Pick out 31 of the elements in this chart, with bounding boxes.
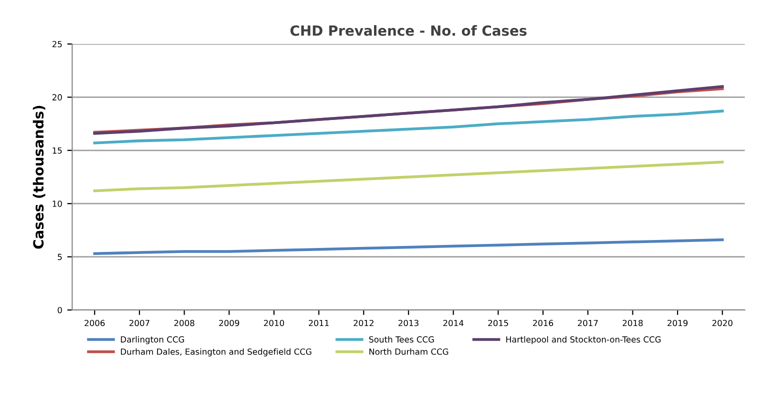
x-tick-label: 2018 bbox=[622, 320, 643, 326]
y-tick-label: 10 bbox=[52, 200, 62, 207]
x-tick-label: 2007 bbox=[129, 320, 150, 326]
y-tick-label: 25 bbox=[52, 40, 62, 48]
x-tick-label: 2012 bbox=[354, 320, 374, 326]
x-tick-label: 2019 bbox=[668, 320, 688, 326]
x-tick-label: 2020 bbox=[712, 320, 732, 326]
line-series bbox=[93, 110, 724, 144]
y-axis-title: Cases (thousands) bbox=[32, 106, 46, 249]
x-tick-label: 2009 bbox=[219, 320, 240, 326]
legend-label: South Tees CCG bbox=[369, 336, 434, 343]
x-tick-label: 2011 bbox=[308, 320, 329, 326]
line-series bbox=[93, 160, 724, 192]
legend-label: Durham Dales, Easington and Sedgefield CCG bbox=[120, 348, 312, 356]
legend-label: Darlington CCG bbox=[120, 336, 184, 344]
x-tick-label: 2017 bbox=[578, 320, 598, 326]
x-tick-label: 2014 bbox=[443, 320, 464, 326]
x-tick-label: 2016 bbox=[533, 320, 554, 326]
x-tick-label: 2013 bbox=[398, 320, 418, 326]
x-tick-label: 2006 bbox=[84, 320, 105, 326]
y-tick-label: 15 bbox=[52, 147, 62, 154]
x-tick-label: 2015 bbox=[488, 320, 508, 326]
x-tick-label: 2008 bbox=[174, 320, 194, 326]
y-tick-label: 5 bbox=[58, 254, 62, 260]
chart-title: CHD Prevalence - No. of Cases bbox=[290, 25, 527, 36]
legend-label: Hartlepool and Stockton-on-Tees CCG bbox=[506, 336, 661, 344]
line-series bbox=[93, 238, 724, 255]
y-tick-label: 20 bbox=[52, 94, 62, 100]
x-tick-label: 2010 bbox=[264, 320, 284, 326]
y-tick-label: 0 bbox=[58, 306, 62, 314]
legend-label: North Durham CCG bbox=[369, 348, 448, 355]
